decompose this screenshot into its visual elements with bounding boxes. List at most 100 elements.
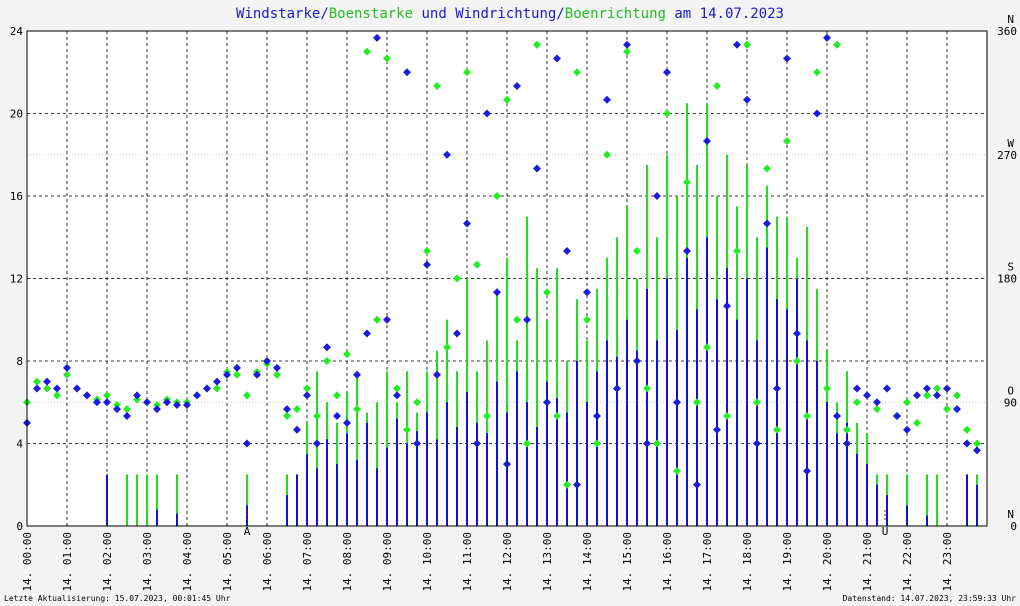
speed-bar bbox=[816, 361, 818, 526]
speed-bar bbox=[706, 237, 708, 526]
speed-bar bbox=[466, 391, 468, 526]
speed-bar bbox=[886, 495, 888, 526]
speed-bar bbox=[476, 422, 478, 526]
speed-bar bbox=[326, 439, 328, 526]
speed-bar bbox=[616, 356, 618, 526]
speed-bar bbox=[306, 453, 308, 526]
direction-marker bbox=[153, 405, 161, 414]
x-tick-label: 14. 11:00 bbox=[461, 532, 474, 592]
speed-bar bbox=[386, 447, 388, 526]
direction-marker bbox=[633, 247, 641, 255]
direction-marker bbox=[413, 439, 421, 448]
y2-tick-label: 0 bbox=[1010, 520, 1017, 533]
direction-marker bbox=[343, 418, 351, 427]
x-tick-label: 14. 23:00 bbox=[941, 532, 954, 592]
y-tick-label: 16 bbox=[10, 190, 23, 203]
speed-bar bbox=[556, 268, 558, 526]
direction-marker bbox=[203, 384, 211, 393]
x-tick-label: 14. 02:00 bbox=[101, 532, 114, 592]
speed-bar bbox=[406, 443, 408, 526]
y-tick-label: 24 bbox=[10, 25, 24, 38]
direction-marker bbox=[503, 460, 511, 469]
speed-bar bbox=[626, 319, 628, 526]
direction-marker bbox=[193, 391, 201, 400]
x-tick-label: 14. 10:00 bbox=[421, 532, 434, 592]
direction-marker bbox=[323, 343, 331, 352]
direction-marker bbox=[683, 178, 691, 187]
x-tick-label: 14. 16:00 bbox=[661, 532, 674, 592]
speed-bar bbox=[556, 398, 558, 526]
direction-marker bbox=[333, 412, 341, 420]
footer-left: Letzte Aktualisierung: 15.07.2023, 00:01… bbox=[4, 594, 231, 603]
x-tick-label: 14. 01:00 bbox=[61, 532, 74, 592]
speed-bar bbox=[976, 484, 978, 526]
direction-marker bbox=[243, 391, 251, 400]
speed-bar bbox=[906, 505, 908, 526]
direction-marker bbox=[263, 357, 271, 365]
direction-marker bbox=[213, 384, 221, 393]
footer-right: Datenstand: 14.07.2023, 23:59:33 Uhr bbox=[843, 594, 1017, 603]
speed-bar bbox=[876, 484, 878, 526]
x-tick-label: 14. 21:00 bbox=[861, 532, 874, 592]
speed-bar bbox=[926, 474, 928, 526]
direction-marker bbox=[323, 357, 331, 365]
speed-bar bbox=[936, 474, 938, 526]
x-tick-label: 14. 13:00 bbox=[541, 532, 554, 592]
direction-marker bbox=[483, 412, 491, 420]
direction-marker bbox=[223, 370, 231, 379]
speed-bar bbox=[126, 474, 128, 526]
speed-bar bbox=[246, 474, 248, 526]
speed-bar bbox=[866, 464, 868, 526]
title-part: / bbox=[320, 6, 328, 22]
x-tick-label: 14. 08:00 bbox=[341, 532, 354, 592]
direction-marker bbox=[313, 412, 321, 420]
title-part: am 14.07.2023 bbox=[666, 6, 784, 22]
speed-bar bbox=[646, 288, 648, 526]
speed-bar bbox=[536, 427, 538, 526]
direction-marker bbox=[213, 377, 221, 386]
direction-marker bbox=[463, 219, 471, 228]
speed-bar bbox=[776, 299, 778, 526]
speed-bar bbox=[356, 460, 358, 526]
speed-bar bbox=[486, 433, 488, 526]
plot-frame bbox=[26, 30, 988, 527]
speed-bar bbox=[856, 453, 858, 526]
event-label: U bbox=[882, 525, 889, 538]
direction-marker bbox=[443, 150, 451, 159]
x-tick-label: 14. 19:00 bbox=[781, 532, 794, 592]
direction-marker bbox=[783, 137, 791, 145]
speed-bar bbox=[526, 216, 528, 526]
speed-bar bbox=[286, 495, 288, 526]
speed-bar bbox=[566, 412, 568, 526]
x-tick-label: 14. 04:00 bbox=[181, 532, 194, 592]
direction-marker bbox=[413, 398, 421, 407]
speed-bar bbox=[496, 381, 498, 526]
title-part: und bbox=[413, 6, 455, 22]
direction-marker bbox=[123, 412, 131, 420]
direction-marker bbox=[283, 412, 291, 420]
speed-bar bbox=[656, 340, 658, 526]
title-part: Windstarke bbox=[236, 6, 320, 22]
speed-bar bbox=[546, 381, 548, 526]
speed-bar bbox=[426, 412, 428, 526]
title-part: Boenstarke bbox=[329, 6, 413, 22]
direction-marker bbox=[763, 164, 771, 173]
direction-marker bbox=[273, 363, 281, 372]
direction-marker bbox=[493, 192, 501, 200]
speed-bar bbox=[756, 340, 758, 526]
direction-marker bbox=[373, 315, 381, 324]
direction-marker bbox=[183, 401, 191, 409]
y2-tick-label: 270 bbox=[997, 149, 1017, 162]
speed-bar bbox=[796, 278, 798, 526]
speed-bar bbox=[696, 309, 698, 526]
x-tick-label: 14. 03:00 bbox=[141, 532, 154, 592]
direction-marker bbox=[313, 439, 321, 448]
y-tick-label: 4 bbox=[16, 438, 23, 451]
speed-bar bbox=[786, 309, 788, 526]
speed-bar bbox=[156, 509, 158, 526]
y-tick-label: 12 bbox=[10, 273, 23, 286]
direction-marker bbox=[363, 329, 371, 338]
direction-marker bbox=[473, 439, 481, 448]
direction-marker bbox=[153, 401, 161, 409]
direction-marker bbox=[343, 350, 351, 359]
